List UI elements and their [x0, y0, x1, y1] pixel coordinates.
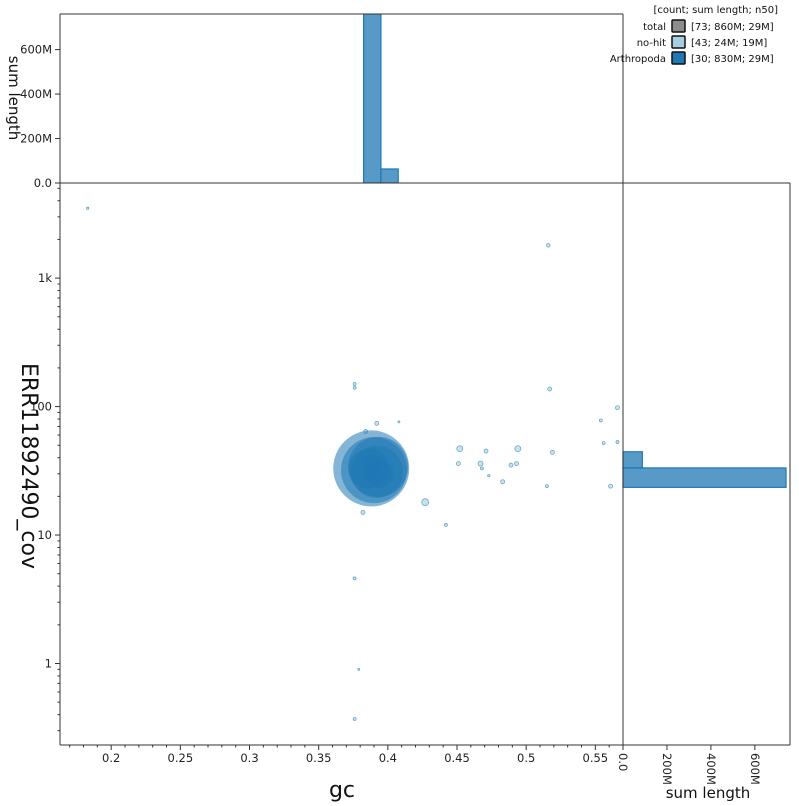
scatter-panel — [86, 206, 620, 721]
top-hist-bars — [363, 14, 399, 183]
x-tick-label-7: 0.55 — [583, 751, 609, 765]
right-hist-bar-arthropoda-0 — [622, 467, 787, 488]
x-axis-title: gc — [329, 778, 355, 803]
no-hit-point-6 — [599, 418, 603, 423]
top-hist-bar-arthropoda-1 — [380, 168, 399, 183]
no-hit-point-18 — [480, 466, 484, 471]
y-tick-label-3: 1k — [38, 271, 52, 285]
top-hist-y-tick-label-0: 0.0 — [34, 176, 52, 190]
no-hit-point-17 — [477, 460, 484, 467]
no-hit-point-29 — [357, 668, 361, 671]
legend-swatch-total — [671, 19, 686, 33]
no-hit-point-28 — [352, 576, 357, 581]
no-hit-point-21 — [487, 474, 491, 478]
right-hist-x-tick-label-3: 600M — [748, 753, 762, 785]
arthropoda-point-6 — [363, 454, 382, 473]
right-hist-bar-arthropoda-1 — [622, 451, 643, 469]
no-hit-point-30 — [352, 717, 357, 721]
legend-stats-arthropoda: [30; 830M; 29M] — [691, 54, 774, 65]
no-hit-point-5 — [615, 405, 620, 411]
axes-frames: 0.2 0.25 0.3 0.35 0.4 0.45 0.5 0.55 1 10 100 1k 0.0 2… — [20, 13, 791, 785]
no-hit-point-25 — [421, 498, 430, 507]
right-hist-x-tick-label-0: 0.0 — [616, 753, 630, 771]
x-tick-label-1: 0.25 — [168, 751, 194, 765]
no-hit-point-14 — [550, 450, 555, 455]
legend: [count; sum length; n50] total [73; 860M;… — [610, 5, 778, 65]
top-hist-y-tick-label-2: 400M — [20, 87, 52, 101]
top-hist-bar-arthropoda-0 — [363, 14, 382, 183]
legend-label-no-hit: no-hit — [637, 38, 666, 49]
no-hit-point-10 — [601, 441, 606, 445]
no-hit-point-22 — [500, 479, 506, 485]
arthropoda-point-7 — [363, 469, 376, 482]
top-histogram — [363, 14, 399, 183]
x-tick-label-3: 0.35 — [306, 751, 332, 765]
no-hit-point-23 — [545, 484, 549, 489]
no-hit-point-26 — [360, 510, 366, 515]
no-hit-point-2 — [352, 382, 357, 386]
no-hit-point-8 — [397, 420, 401, 424]
no-hit-point-24 — [608, 483, 613, 489]
no-hit-point-13 — [483, 448, 489, 454]
right-hist-x-tick-label-1: 200M — [660, 753, 674, 785]
x-tick-label-4: 0.4 — [379, 751, 397, 765]
no-hit-point-19 — [508, 462, 514, 468]
no-hit-point-0 — [86, 206, 90, 210]
legend-label-arthropoda: Arthropoda — [610, 54, 666, 65]
legend-label-total: total — [643, 22, 666, 33]
no-hit-point-15 — [514, 445, 522, 453]
no-hit-point-3 — [352, 385, 357, 390]
y-tick-label-2: 100 — [30, 400, 52, 414]
no-hit-point-27 — [444, 523, 448, 527]
top-hist-y-title: sum length — [5, 56, 23, 141]
legend-header: [count; sum length; n50] — [653, 5, 778, 16]
legend-stats-no-hit: [43; 24M; 19M] — [691, 38, 767, 49]
right-hist-x-title: sum length — [666, 784, 751, 802]
legend-stats-total: [73; 860M; 29M] — [691, 22, 774, 33]
x-tick-label-0: 0.2 — [102, 751, 120, 765]
no-hit-point-20 — [514, 461, 519, 466]
right-hist-x-tick-label-2: 400M — [704, 753, 718, 785]
y-axis-title: ERR11892490_cov — [16, 363, 41, 569]
y-tick-label-1: 10 — [37, 528, 52, 542]
x-tick-label-5: 0.45 — [444, 751, 470, 765]
top-hist-y-tick-label-3: 600M — [20, 43, 52, 57]
no-hit-point-11 — [615, 440, 620, 444]
y-tick-label-0: 1 — [45, 656, 52, 670]
legend-swatch-no-hit — [671, 35, 686, 49]
no-hit-point-1 — [546, 243, 551, 248]
no-hit-point-16 — [456, 461, 461, 466]
legend-swatch-arthropoda — [671, 51, 686, 65]
no-hit-point-12 — [456, 445, 464, 453]
right-histogram — [622, 451, 787, 488]
no-hit-point-7 — [374, 421, 380, 426]
top-hist-y-tick-label-1: 200M — [20, 132, 52, 146]
no-hit-point-4 — [547, 386, 553, 392]
x-tick-label-6: 0.5 — [517, 751, 535, 765]
x-tick-label-2: 0.3 — [240, 751, 258, 765]
